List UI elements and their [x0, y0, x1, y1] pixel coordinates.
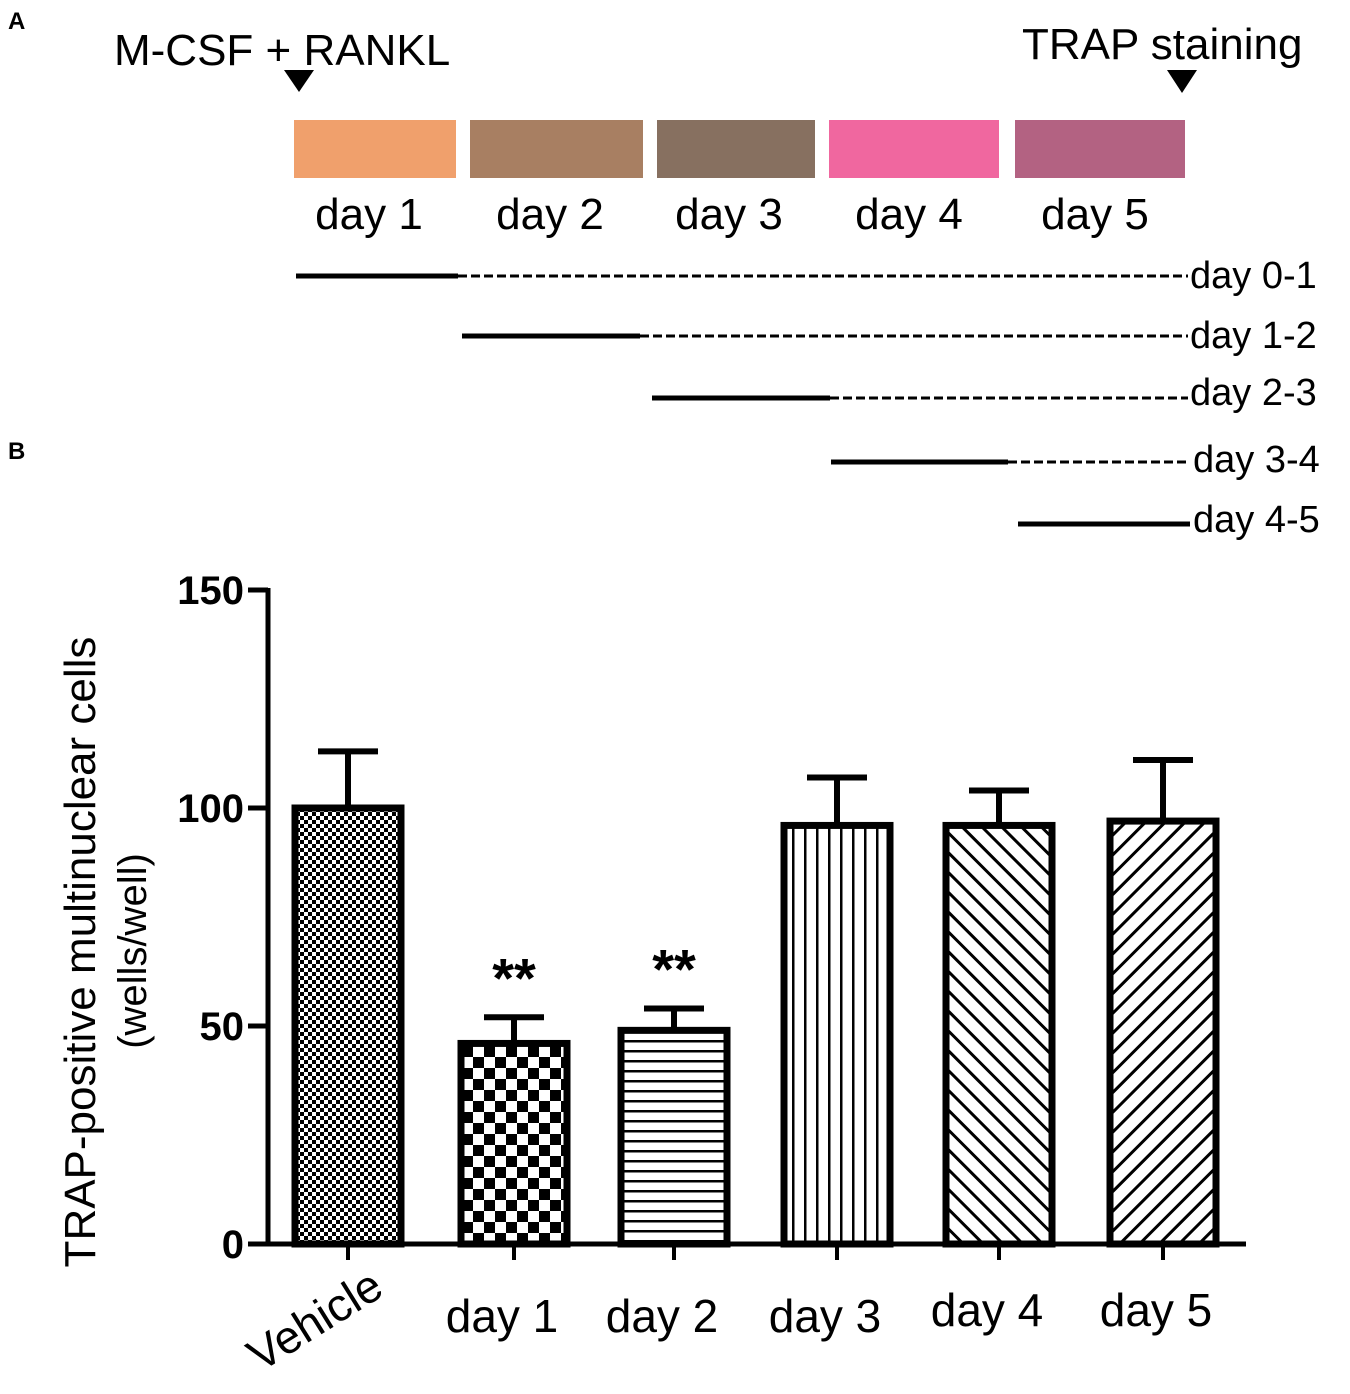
day-block-3 — [657, 120, 815, 178]
x-tick-label-day-2: day 2 — [606, 1290, 719, 1342]
period-row-2: day 2-3 — [652, 372, 1317, 414]
significance-day-2: ** — [652, 938, 696, 1001]
staining-arrow-icon — [1167, 70, 1197, 93]
period-row-0: day 0-1 — [296, 255, 1317, 297]
period-label-1: day 1-2 — [1190, 315, 1317, 357]
y-tick-label-50: 50 — [200, 1005, 245, 1049]
y-tick-label-0: 0 — [222, 1223, 244, 1267]
period-label-3: day 3-4 — [1193, 439, 1320, 481]
day-label-5: day 5 — [1041, 190, 1149, 239]
y-tick-label-150: 150 — [177, 569, 244, 613]
bar-chart: ** ** Vehicle day 1 day 2 day 3 day 4 day 5 0 50… — [56, 569, 1246, 1381]
treatment-label: M-CSF + RANKL — [114, 26, 451, 75]
day-label-1: day 1 — [315, 190, 423, 239]
treatment-arrow-icon — [284, 70, 314, 92]
bars-group: ** ** — [291, 748, 1220, 1248]
period-row-1: day 1-2 — [462, 315, 1317, 357]
period-label-2: day 2-3 — [1190, 372, 1317, 414]
y-axis-label: TRAP-positive multinuclear cells — [56, 637, 105, 1268]
treatment-periods: day 0-1 day 1-2 day 2-3 day 3-4 day 4-5 — [296, 255, 1320, 541]
day-label-3: day 3 — [675, 190, 783, 239]
bar-day-2 — [617, 1026, 731, 1248]
x-tick-label-day-4: day 4 — [931, 1284, 1044, 1336]
day-label-2: day 2 — [496, 190, 604, 239]
timeline-arrows — [284, 70, 1197, 93]
x-tick-label-vehicle: Vehicle — [238, 1258, 391, 1381]
panel-b-label: B — [8, 438, 26, 465]
x-tick-label-day-1: day 1 — [446, 1290, 559, 1342]
period-row-3: day 3-4 — [831, 439, 1320, 481]
bar-day-1 — [457, 1039, 571, 1248]
panel-a-label: A — [8, 8, 26, 35]
day-block-4 — [829, 120, 999, 178]
staining-label: TRAP staining — [1022, 20, 1303, 69]
y-axis-unit-label: (wells/well) — [111, 853, 155, 1049]
bar-day-3 — [780, 821, 894, 1248]
bar-day-5 — [1106, 817, 1220, 1248]
bar-vehicle — [291, 804, 405, 1248]
period-label-4: day 4-5 — [1193, 499, 1320, 541]
significance-day-1: ** — [492, 946, 536, 1009]
x-tick-label-day-3: day 3 — [769, 1290, 882, 1342]
period-label-0: day 0-1 — [1190, 255, 1317, 297]
day-block-2 — [470, 120, 643, 178]
y-tick-label-100: 100 — [177, 787, 244, 831]
period-row-4: day 4-5 — [1018, 499, 1320, 541]
bar-day-4 — [942, 821, 1056, 1248]
x-tick-label-day-5: day 5 — [1100, 1284, 1213, 1336]
day-block-1 — [294, 120, 456, 178]
day-label-4: day 4 — [855, 190, 963, 239]
day-block-5 — [1015, 120, 1185, 178]
